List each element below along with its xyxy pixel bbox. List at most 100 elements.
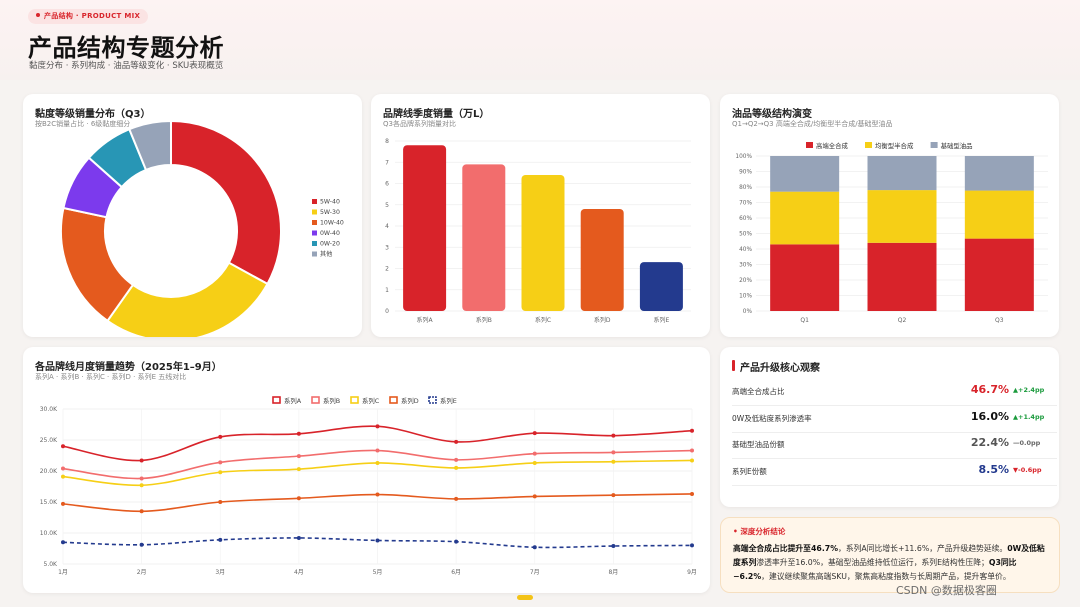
badge-label: 产品结构 · PRODUCT MIX bbox=[44, 12, 141, 20]
legend-swatch bbox=[312, 241, 317, 246]
legend-label: 0W-20 bbox=[320, 241, 340, 248]
y-tick-label: 1 bbox=[385, 287, 389, 294]
x-tick-label: 5月 bbox=[373, 569, 383, 576]
badge-dot-icon bbox=[36, 13, 40, 17]
y-tick-label: 20% bbox=[739, 278, 752, 284]
x-tick-label: 系列D bbox=[594, 316, 611, 324]
legend-swatch bbox=[865, 142, 872, 148]
observation-label: 高端全合成占比 bbox=[732, 387, 785, 396]
y-tick-label: 0 bbox=[385, 308, 389, 315]
legend-swatch bbox=[312, 220, 317, 225]
insight-title: • 深度分析结论 bbox=[733, 527, 786, 536]
y-tick-label: 50% bbox=[739, 232, 752, 238]
observation-row: 0W及低粘度系列渗透率 16.0% ▲+1.4pp bbox=[732, 407, 1057, 433]
y-tick-label: 30.0K bbox=[40, 406, 58, 413]
y-tick-label: 5 bbox=[385, 202, 389, 209]
x-tick-label: 3月 bbox=[215, 569, 225, 576]
data-point bbox=[611, 459, 616, 464]
x-tick-label: 系列E bbox=[654, 316, 670, 324]
title-accent-bar bbox=[732, 360, 735, 371]
legend-label: 系列D bbox=[401, 396, 419, 405]
bar bbox=[580, 209, 624, 311]
data-point bbox=[454, 457, 459, 462]
page-indicator[interactable] bbox=[517, 595, 533, 600]
legend-label: 系列A bbox=[284, 396, 302, 405]
legend-label: 5W-30 bbox=[320, 209, 340, 216]
data-point bbox=[61, 466, 65, 471]
y-tick-label: 15.0K bbox=[40, 499, 58, 506]
data-point bbox=[532, 494, 537, 499]
data-point bbox=[532, 431, 537, 436]
x-tick-label: 6月 bbox=[451, 569, 461, 576]
y-tick-label: 70% bbox=[739, 201, 752, 207]
insight-highlight: 0W及低粘度系列 bbox=[733, 544, 1045, 567]
card-subtitle: Q1→Q2→Q3 高端全合成/均衡型半合成/基础型油品 bbox=[732, 120, 893, 128]
card-subtitle: 系列A · 系列B · 系列C · 系列D · 系列E 五线对比 bbox=[35, 373, 187, 381]
y-tick-label: 20.0K bbox=[40, 468, 58, 475]
x-tick-label: 4月 bbox=[294, 569, 304, 576]
data-point bbox=[375, 460, 380, 465]
grade-structure-card: 油品等级结构演变 Q1→Q2→Q3 高端全合成/均衡型半合成/基础型油品 0% 1… bbox=[720, 94, 1059, 337]
donut-slice bbox=[106, 261, 269, 337]
legend-label: 系列B bbox=[323, 396, 340, 405]
stack-segment bbox=[964, 190, 1034, 239]
data-point bbox=[296, 535, 301, 540]
y-tick-label: 7 bbox=[385, 159, 389, 166]
data-point bbox=[218, 434, 223, 439]
data-point bbox=[611, 433, 616, 438]
stacked-bar-chart: 0% 10% 20% 30% 40% 50% 60% 70% 80% 90% 100% 高端全合成 均衡… bbox=[735, 141, 1048, 324]
stack-segment bbox=[867, 190, 937, 243]
card-title: 品牌线季度销量（万L） bbox=[383, 109, 490, 120]
observation-delta: ▲+1.4pp bbox=[1013, 412, 1045, 421]
legend-label: 均衡型半合成 bbox=[875, 141, 914, 150]
card-subtitle: 按B2C销量占比 · 6级黏度细分 bbox=[35, 120, 131, 128]
insight-sentence: 渗透率升至16.0%，基础型油品维持低位运行，系列E结构性压降； bbox=[756, 558, 989, 567]
stack-segment bbox=[964, 238, 1034, 311]
y-tick-label: 40% bbox=[739, 247, 752, 253]
data-point bbox=[690, 428, 694, 433]
x-tick-label: Q2 bbox=[898, 317, 907, 324]
monthly-trend-card: 各品牌线月度销量趋势（2025年1–9月） 系列A · 系列B · 系列C · … bbox=[23, 347, 710, 593]
x-tick-label: Q1 bbox=[800, 317, 809, 324]
insight-sentence: ，建议继续聚焦高端SKU，聚焦高粘度指数与长周期产品，提升客单价。 bbox=[761, 572, 1011, 581]
legend-label: 高端全合成 bbox=[816, 141, 849, 150]
stack-segment bbox=[770, 244, 840, 311]
observation-row: 高端全合成占比 46.7% ▲+2.4pp bbox=[732, 380, 1057, 406]
data-point bbox=[690, 448, 694, 453]
legend-swatch bbox=[930, 142, 938, 148]
y-tick-label: 30% bbox=[739, 263, 752, 269]
viscosity-distribution-card: 黏度等级销量分布（Q3） 按B2C销量占比 · 6级黏度细分 5W-40 5W-3… bbox=[23, 94, 362, 337]
data-point bbox=[61, 474, 65, 479]
data-point bbox=[611, 493, 616, 498]
observation-value: 8.5% bbox=[978, 462, 1009, 476]
data-point bbox=[61, 540, 65, 545]
y-tick-label: 4 bbox=[385, 223, 389, 230]
y-tick-label: 80% bbox=[739, 185, 752, 191]
legend-swatch bbox=[311, 396, 320, 404]
insight-panel: • 深度分析结论 高端全合成占比提升至46.7%，系列A同比增长+11.6%，产… bbox=[720, 517, 1060, 593]
legend-label: 基础型油品 bbox=[941, 141, 973, 150]
legend-swatch bbox=[272, 396, 281, 404]
legend-label: 5W-40 bbox=[320, 199, 340, 206]
data-point bbox=[61, 444, 65, 449]
legend-label: 系列C bbox=[362, 396, 380, 405]
observation-label: 0W及低粘度系列渗透率 bbox=[732, 413, 812, 423]
y-tick-label: 8 bbox=[385, 138, 389, 145]
x-tick-label: 2月 bbox=[137, 569, 147, 576]
bar bbox=[639, 262, 683, 311]
legend-swatch bbox=[312, 209, 317, 215]
card-title: 黏度等级销量分布（Q3） bbox=[35, 109, 151, 120]
bar bbox=[521, 175, 565, 311]
x-tick-label: Q3 bbox=[995, 317, 1004, 324]
legend-swatch bbox=[312, 199, 317, 204]
card-title: 各品牌线月度销量趋势（2025年1–9月） bbox=[35, 362, 222, 373]
y-tick-label: 100% bbox=[735, 154, 752, 160]
observation-label: 基础型油品份额 bbox=[732, 440, 785, 449]
bar-chart: 0 1 2 3 4 5 6 7 8 系列A 系列B 系列C 系列D 系列E bbox=[385, 138, 691, 324]
data-point bbox=[375, 538, 380, 543]
data-point bbox=[532, 460, 537, 465]
data-point bbox=[139, 483, 144, 488]
data-point bbox=[611, 450, 616, 455]
data-point bbox=[296, 496, 301, 501]
stack-segment bbox=[770, 156, 840, 192]
